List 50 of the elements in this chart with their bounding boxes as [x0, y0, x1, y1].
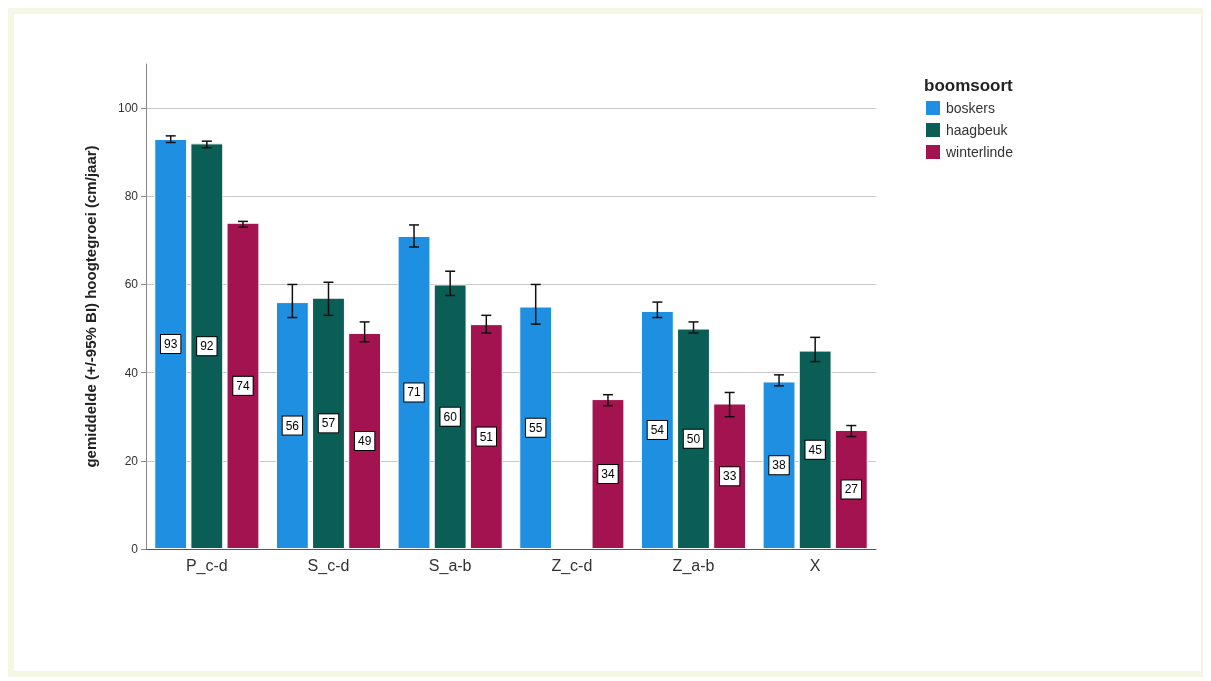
bar: [591, 399, 625, 549]
data-label: 50: [686, 431, 701, 446]
y-axis-title: gemiddelde (+/-95% BI) hoogtegroei (cm/jaar): [82, 145, 99, 468]
data-label: 38: [772, 458, 787, 473]
bar: [348, 332, 382, 549]
data-label: 49: [357, 433, 372, 448]
data-label: 33: [722, 469, 737, 484]
x-tick-label: Z_a-b: [672, 556, 715, 575]
x-tick-label: S_a-b: [428, 556, 472, 575]
bar: [312, 297, 345, 549]
bar: [798, 350, 832, 549]
x-tick-label: P_c-d: [185, 556, 228, 575]
bar: [397, 235, 431, 549]
bar: [519, 306, 553, 549]
legend-label: winterlinde: [945, 144, 1014, 160]
data-label: 92: [200, 339, 214, 354]
data-label: 54: [650, 422, 665, 437]
data-label: 34: [601, 467, 615, 482]
bar: [677, 328, 710, 549]
y-tick-label: 20: [124, 453, 139, 468]
legend-title: boomsoort: [924, 76, 1014, 95]
data-label: 27: [844, 482, 859, 497]
legend-label: boskers: [946, 100, 996, 116]
data-label: 45: [808, 442, 823, 457]
y-tick-label: 60: [124, 277, 139, 292]
data-label: 56: [285, 418, 300, 433]
bar: [226, 222, 260, 549]
y-tick-label: 40: [124, 365, 139, 380]
x-tick-label: S_c-d: [307, 556, 350, 575]
x-tick-label: X: [809, 556, 821, 574]
bar: [469, 324, 503, 549]
data-label: 74: [236, 378, 250, 393]
y-tick-label: 100: [117, 101, 139, 116]
x-tick-label: Z_c-d: [551, 556, 593, 575]
bar: [275, 302, 309, 549]
bar: [154, 138, 188, 549]
bar: [640, 310, 674, 549]
bar: [190, 143, 224, 549]
legend-label: haagbeuk: [946, 122, 1009, 138]
data-label: 60: [443, 409, 458, 424]
data-label: 57: [321, 416, 336, 431]
y-tick-label: 0: [131, 542, 139, 556]
data-label: 93: [164, 336, 178, 351]
bar: [762, 381, 796, 549]
bar: [713, 403, 747, 549]
data-label: 55: [529, 420, 543, 435]
y-tick-label: 80: [124, 189, 139, 204]
data-label: 51: [479, 429, 494, 444]
bar: [433, 284, 467, 549]
data-label: 71: [407, 385, 422, 400]
